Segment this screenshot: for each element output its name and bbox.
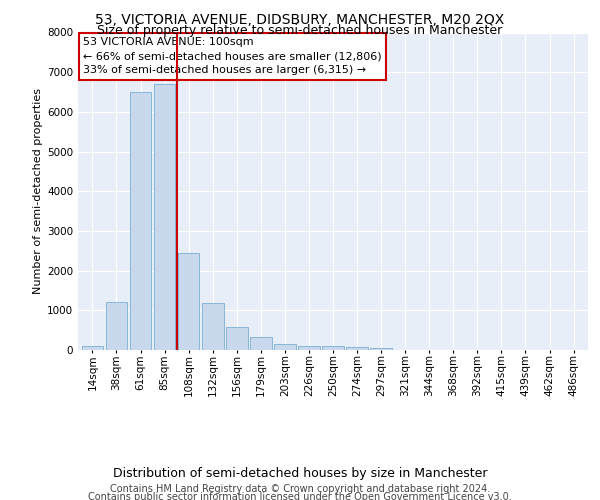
Bar (178, 253, 199, 350)
Bar (106, 302, 127, 350)
Bar (226, 328, 248, 350)
Bar (370, 348, 392, 350)
Y-axis label: Number of semi-detached properties: Number of semi-detached properties (33, 88, 43, 294)
Bar (154, 84, 175, 350)
Bar (250, 337, 272, 350)
Text: Distribution of semi-detached houses by size in Manchester: Distribution of semi-detached houses by … (113, 468, 487, 480)
Bar (322, 346, 344, 350)
Text: Size of property relative to semi-detached houses in Manchester: Size of property relative to semi-detach… (97, 24, 503, 37)
Bar (346, 347, 368, 350)
Text: Contains HM Land Registry data © Crown copyright and database right 2024.: Contains HM Land Registry data © Crown c… (110, 484, 490, 494)
Bar (274, 344, 296, 350)
Bar (298, 346, 320, 350)
Bar (130, 92, 151, 350)
Text: 53 VICTORIA AVENUE: 100sqm
← 66% of semi-detached houses are smaller (12,806)
33: 53 VICTORIA AVENUE: 100sqm ← 66% of semi… (83, 38, 382, 76)
Bar (82, 346, 103, 350)
Bar (202, 303, 224, 350)
Text: Contains public sector information licensed under the Open Government Licence v3: Contains public sector information licen… (88, 492, 512, 500)
Text: 53, VICTORIA AVENUE, DIDSBURY, MANCHESTER, M20 2QX: 53, VICTORIA AVENUE, DIDSBURY, MANCHESTE… (95, 12, 505, 26)
